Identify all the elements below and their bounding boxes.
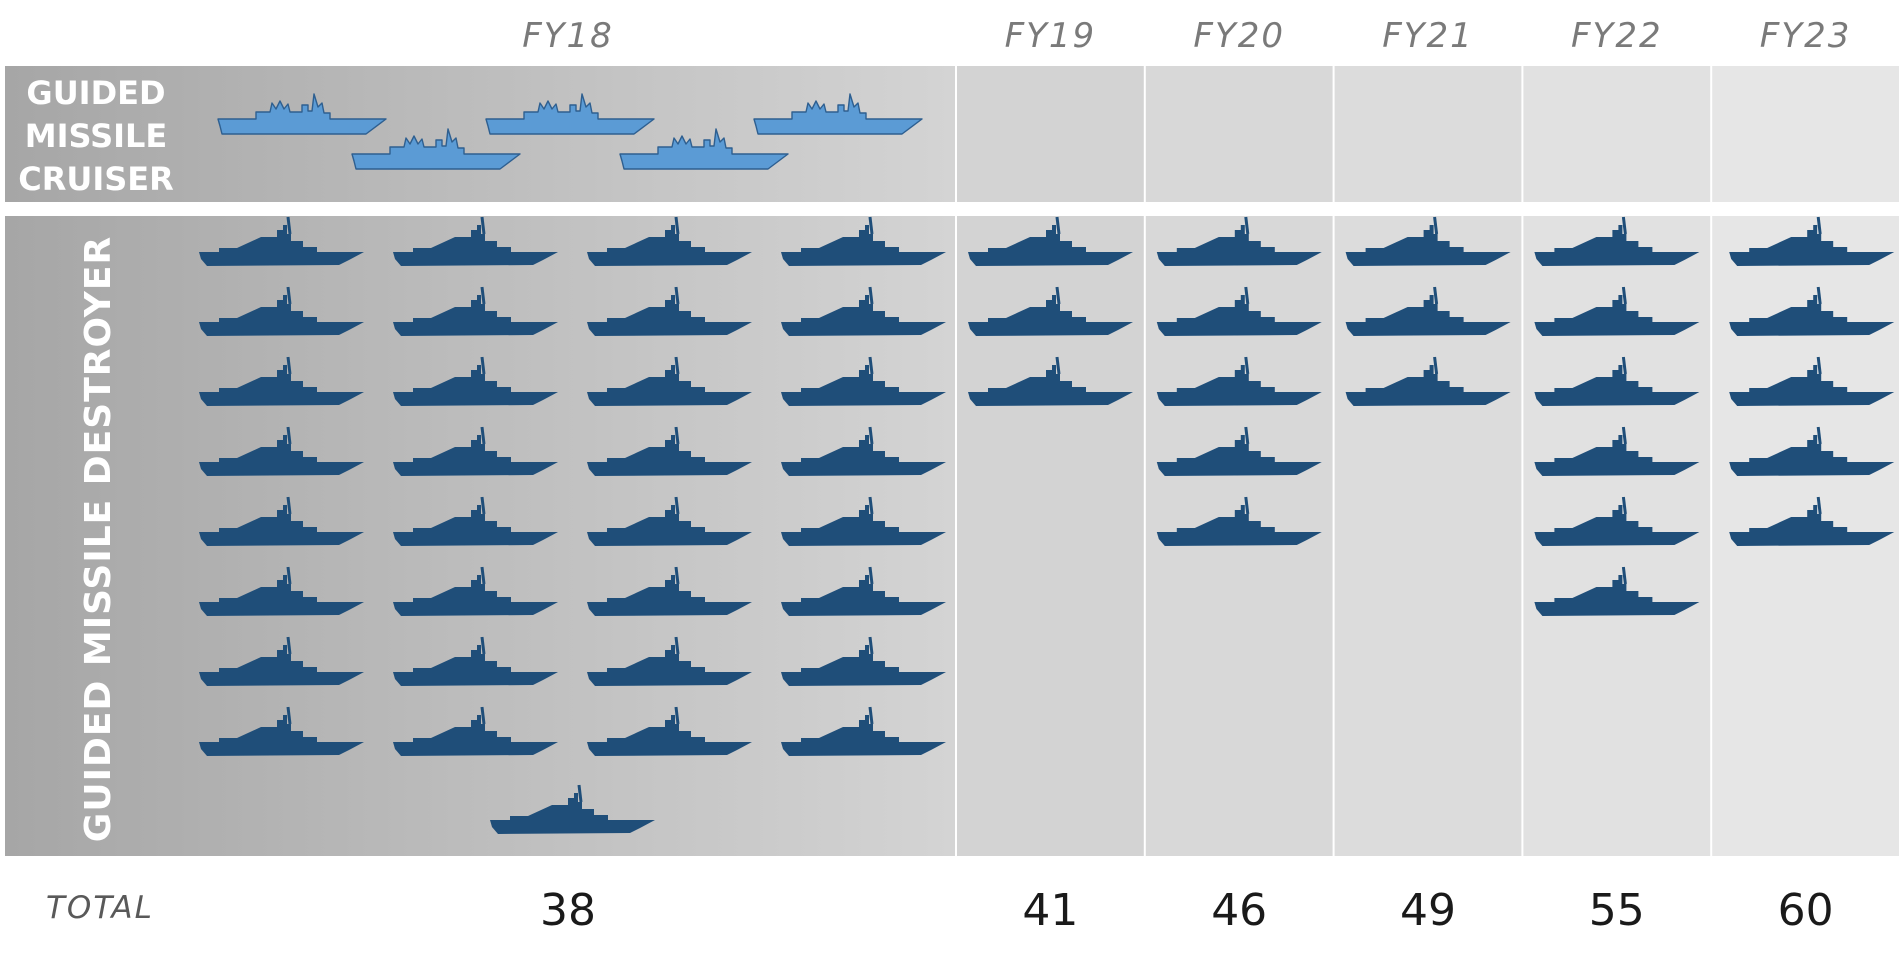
destroyer-ship-icon — [968, 216, 1133, 266]
destroyer-ship-icon — [490, 784, 655, 834]
destroyer-ship-icon — [968, 286, 1133, 336]
destroyer-ship-icon — [587, 356, 752, 406]
destroyer-ship-icon — [781, 356, 946, 406]
destroyer-ship-icon — [1729, 426, 1895, 476]
destroyer-ship-icon — [199, 636, 364, 686]
ship-icons — [199, 93, 1895, 834]
row-labels: GUIDED MISSILE CRUISER GUIDED MISSILE DESTR… — [18, 74, 174, 842]
destroyer-ship-icon — [1729, 356, 1895, 406]
cruiser-row-label-line: CRUISER — [18, 160, 174, 198]
cruiser-ship-icon — [753, 93, 923, 135]
year-label-fy19: FY19 — [1005, 16, 1097, 56]
year-label-fy20: FY20 — [1193, 16, 1285, 56]
cruiser-row-fy23-panel — [1712, 66, 1899, 202]
cruiser-row-label: GUIDED MISSILE CRUISER — [18, 74, 174, 198]
destroyer-ship-icon — [393, 706, 558, 756]
destroyer-ship-icon — [1534, 566, 1700, 616]
year-label-fy21: FY21 — [1382, 16, 1474, 56]
destroyer-ship-icon — [393, 496, 558, 546]
destroyer-ship-icon — [1345, 286, 1511, 336]
destroyer-ship-icon — [781, 216, 946, 266]
destroyer-ship-icon — [1156, 426, 1322, 476]
destroyer-ship-icon — [199, 286, 364, 336]
destroyer-ship-icon — [968, 356, 1133, 406]
cruiser-row-fy22-panel — [1523, 66, 1711, 202]
destroyer-ship-icon — [393, 286, 558, 336]
cruiser-ship-icon — [351, 128, 521, 170]
destroyer-ship-icon — [587, 566, 752, 616]
destroyer-ship-icon — [587, 286, 752, 336]
destroyer-ship-icon — [587, 426, 752, 476]
destroyer-ship-icon — [393, 636, 558, 686]
destroyer-ship-icon — [587, 216, 752, 266]
year-label-fy18: FY18 — [522, 16, 614, 56]
destroyer-ship-icon — [393, 426, 558, 476]
destroyer-ship-icon — [199, 216, 364, 266]
destroyer-ship-icon — [1534, 426, 1700, 476]
destroyer-ship-icon — [199, 496, 364, 546]
destroyer-ship-icon — [1534, 216, 1700, 266]
destroyer-ship-icon — [587, 496, 752, 546]
destroyer-ship-icon — [781, 566, 946, 616]
destroyer-ship-icon — [393, 356, 558, 406]
axis-and-totals: FY18 FY19 FY20 FY21 FY22 FY23 TOTAL 38 41 46 49 55 6… — [46, 16, 1852, 936]
total-value-fy18: 38 — [540, 885, 596, 936]
destroyer-ship-icon — [1534, 286, 1700, 336]
cruiser-ship-icon — [217, 93, 387, 135]
destroyer-ship-icon — [781, 706, 946, 756]
total-value-fy21: 49 — [1400, 885, 1456, 936]
destroyer-ship-icon — [199, 356, 364, 406]
destroyer-ship-icon — [781, 286, 946, 336]
cruiser-row-fy21-panel — [1334, 66, 1522, 202]
destroyer-ship-icon — [199, 566, 364, 616]
destroyer-ship-icon — [1345, 216, 1511, 266]
destroyer-row-label: GUIDED MISSILE DESTROYER — [78, 236, 119, 842]
destroyer-ship-icon — [1729, 216, 1895, 266]
total-value-fy20: 46 — [1211, 885, 1267, 936]
destroyer-ship-icon — [393, 216, 558, 266]
destroyer-ship-icon — [1534, 496, 1700, 546]
destroyer-ship-icon — [1729, 496, 1895, 546]
destroyer-ship-icon — [781, 426, 946, 476]
total-value-fy22: 55 — [1589, 885, 1645, 936]
total-value-fy23: 60 — [1778, 885, 1834, 936]
destroyer-ship-icon — [781, 636, 946, 686]
year-label-fy22: FY22 — [1571, 16, 1663, 56]
destroyer-ship-icon — [199, 426, 364, 476]
cruiser-row-label-line: GUIDED — [26, 74, 165, 112]
destroyer-ship-icon — [1156, 356, 1322, 406]
cruiser-row-fy19-panel — [957, 66, 1144, 202]
year-label-fy23: FY23 — [1760, 16, 1852, 56]
destroyer-ship-icon — [587, 706, 752, 756]
destroyer-ship-icon — [1156, 286, 1322, 336]
cruiser-ship-icon — [485, 93, 655, 135]
cruiser-ship-icon — [619, 128, 789, 170]
total-row-label: TOTAL — [46, 890, 154, 926]
destroyer-ship-icon — [199, 706, 364, 756]
destroyer-ship-icon — [1156, 496, 1322, 546]
destroyer-ship-icon — [587, 636, 752, 686]
cruiser-row-fy20-panel — [1145, 66, 1333, 202]
cruiser-row-label-line: MISSILE — [25, 117, 168, 155]
destroyer-ship-icon — [1729, 286, 1895, 336]
destroyer-ship-icon — [1156, 216, 1322, 266]
destroyer-ship-icon — [781, 496, 946, 546]
destroyer-ship-icon — [393, 566, 558, 616]
total-value-fy19: 41 — [1022, 885, 1078, 936]
destroyer-ship-icon — [1345, 356, 1511, 406]
destroyer-ship-icon — [1534, 356, 1700, 406]
